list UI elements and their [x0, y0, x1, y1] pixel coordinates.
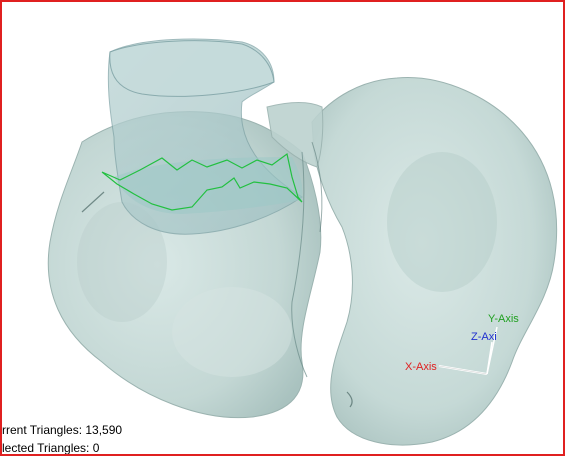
seam-line — [346, 391, 353, 408]
seam-line — [311, 141, 323, 233]
seam-line — [81, 191, 105, 213]
selected-triangles-readout: lected Triangles: 0 — [2, 441, 100, 455]
shade-patch — [387, 152, 497, 292]
cut-plane — [114, 157, 303, 214]
seam-line — [291, 151, 308, 378]
axis-triad: X-Axis Y-Axis Z-Axi — [405, 313, 519, 375]
x-axis-label: X-Axis — [405, 361, 437, 373]
right-bone-mesh — [311, 77, 558, 446]
selection-outline — [101, 152, 303, 211]
x-axis-line — [438, 365, 488, 375]
z-axis-label: Z-Axi — [471, 331, 497, 343]
bone-neck — [266, 102, 324, 168]
tube-rim — [109, 40, 275, 97]
current-triangles-readout: rrent Triangles: 13,590 — [2, 423, 123, 437]
shade-patch — [172, 287, 292, 377]
y-axis-label: Y-Axis — [488, 313, 519, 325]
shade-patch — [77, 202, 167, 322]
z-axis-line — [486, 341, 493, 375]
